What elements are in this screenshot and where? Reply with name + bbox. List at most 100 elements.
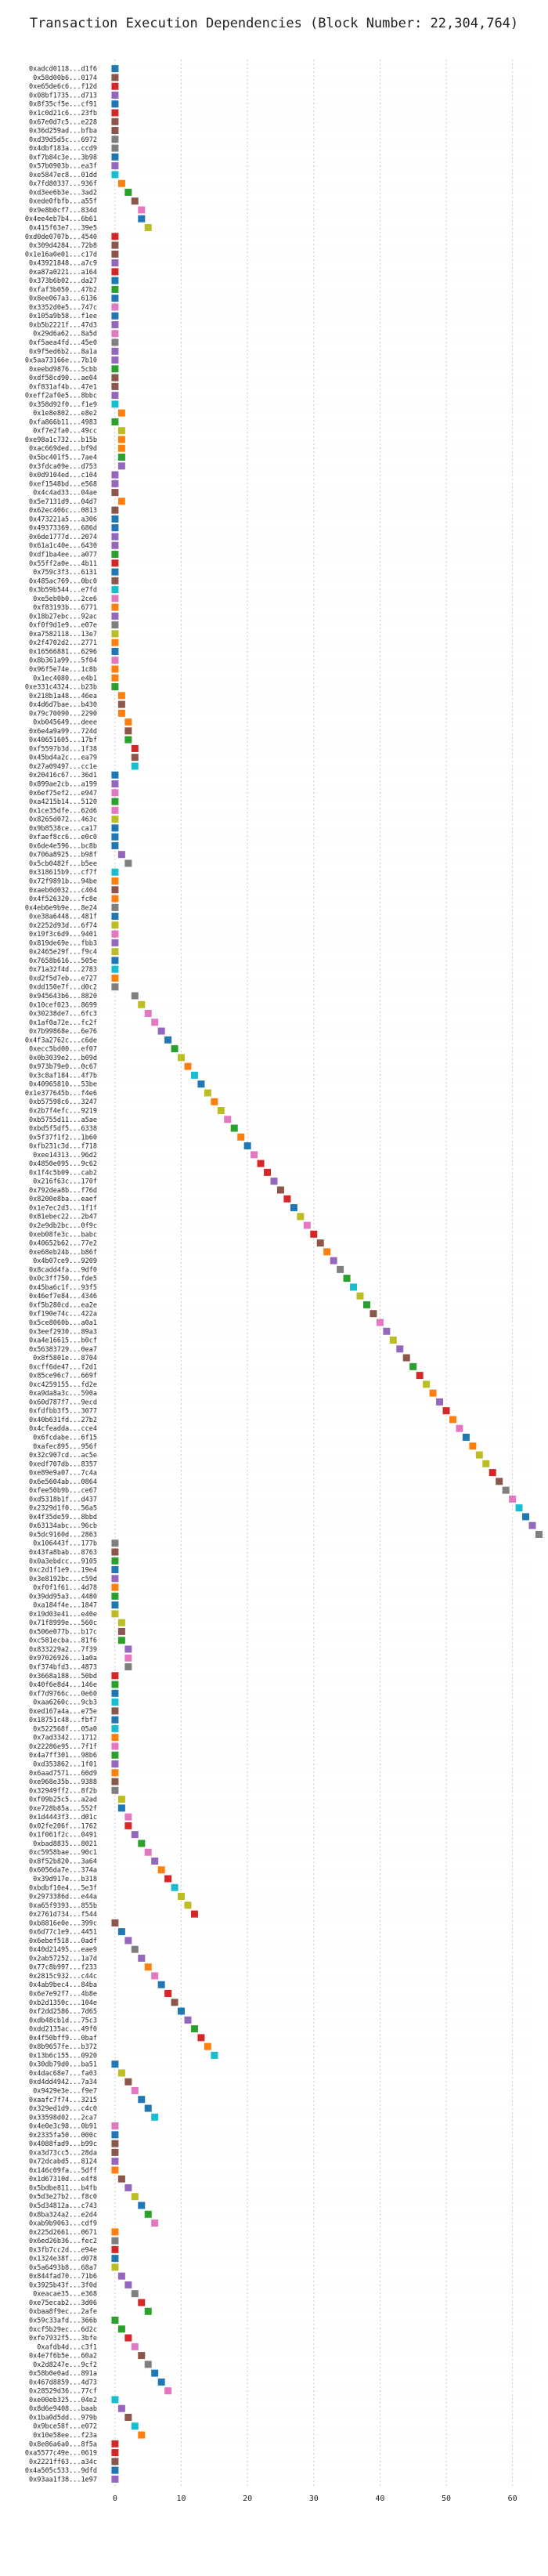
y-tick-label: 0x19f3c6d9...9401: [29, 931, 97, 939]
x-tick-label: 20: [243, 2495, 252, 2503]
data-point: [535, 1530, 543, 1538]
y-tick-label: 0x1e8e802...e8e2: [33, 410, 97, 418]
y-tick-label: 0x7fd80337...936f: [29, 180, 97, 188]
data-point: [131, 754, 139, 762]
y-tick-label: 0xf190e74c...422a: [29, 1311, 97, 1319]
y-tick-label: 0x2973386d...e44a: [29, 1894, 97, 1901]
y-tick-label: 0x2335fa50...000c: [29, 2132, 97, 2140]
data-point: [124, 2183, 132, 2191]
y-tick-label: 0x1ec4080...e4b1: [33, 675, 97, 682]
data-point: [111, 418, 119, 425]
data-point: [111, 2158, 119, 2165]
y-tick-label: 0x4e7f6b5e...60a2: [29, 2353, 97, 2361]
y-tick-label: 0x32949ff2...8f2b: [29, 1787, 97, 1795]
data-point: [144, 2307, 152, 2315]
data-point: [111, 506, 119, 514]
data-point: [237, 1133, 245, 1141]
data-point: [370, 1310, 377, 1318]
data-point: [337, 1265, 344, 1273]
data-point: [224, 1116, 232, 1123]
y-tick-label: 0x72f9891b...94be: [29, 877, 97, 885]
y-tick-label: 0xc581ecba...81f6: [29, 1637, 97, 1645]
y-tick-label: 0xeacae35...e368: [33, 2291, 97, 2299]
y-tick-label: 0x8b9657fe...b372: [29, 2043, 97, 2051]
y-tick-label: 0xf5597b3d...1f38: [29, 745, 97, 753]
y-tick-label: 0xac669ded...bf9d: [29, 445, 97, 453]
data-point: [138, 1000, 146, 1008]
y-tick-label: 0x2329d1f0...56a5: [29, 1505, 97, 1513]
data-point: [111, 2122, 119, 2130]
y-tick-label: 0x81ebec22...2b47: [29, 1214, 97, 1221]
x-tick-label: 10: [177, 2495, 186, 2503]
data-point: [343, 1275, 351, 1283]
data-point: [111, 1583, 119, 1591]
data-point: [117, 1928, 125, 1936]
y-tick-label: 0xd4dd4942...7a34: [29, 2079, 97, 2086]
y-tick-label: 0x225d2661...0671: [29, 2229, 97, 2237]
data-point: [178, 2007, 186, 2015]
data-point: [117, 497, 125, 505]
y-tick-label: 0xef1548bd...e568: [29, 480, 97, 488]
data-point: [111, 639, 119, 646]
data-point: [111, 1566, 119, 1574]
data-point: [157, 1866, 165, 1874]
y-tick-label: 0x59c33afd...366b: [29, 2317, 97, 2325]
data-point: [111, 241, 119, 249]
y-tick-label: 0x43921848...a7c9: [29, 260, 97, 268]
data-point: [243, 1142, 251, 1150]
y-tick-label: 0x8265d072...463c: [29, 816, 97, 824]
data-point: [157, 1027, 165, 1035]
y-tick-label: 0x4b07ce9...9209: [33, 1257, 97, 1265]
data-point: [111, 285, 119, 293]
data-point: [111, 233, 119, 241]
data-point: [111, 2263, 119, 2271]
data-point: [111, 2228, 119, 2236]
data-point: [482, 1460, 490, 1467]
y-tick-label: 0x373b6b02...da27: [29, 277, 97, 285]
y-tick-label: 0xcf5b29ec...6d2c: [29, 2326, 97, 2334]
data-point: [111, 1592, 119, 1600]
y-tick-label: 0x0c3ff750...fde5: [29, 1275, 97, 1283]
data-point: [111, 1760, 119, 1767]
y-tick-label: 0x45ba6c1f...93f5: [29, 1284, 97, 1292]
data-point: [111, 2449, 119, 2457]
y-tick-label: 0x2815c932...c44c: [29, 1973, 97, 1981]
data-point: [111, 974, 119, 982]
x-tick-label: 0: [113, 2495, 117, 2503]
data-point: [111, 2237, 119, 2245]
y-tick-label: 0x8200e8ba...eaef: [29, 1196, 97, 1203]
y-tick-label: 0xb5755d11...a5ae: [29, 1116, 97, 1124]
y-tick-label: 0x706a8925...b98f: [29, 852, 97, 859]
y-tick-label: 0x759c3f3...6131: [33, 569, 97, 577]
y-tick-label: 0x5bc401f5...7ae4: [29, 454, 97, 462]
data-point: [456, 1424, 463, 1432]
data-point: [502, 1486, 510, 1494]
data-point: [151, 2113, 159, 2121]
y-tick-label: 0x8cadd4fa...9df0: [29, 1266, 97, 1274]
data-point: [111, 1742, 119, 1750]
data-point: [111, 1716, 119, 1724]
data-point: [211, 1098, 218, 1105]
data-point: [151, 1857, 159, 1865]
data-point: [204, 1089, 211, 1097]
y-tick-label: 0x899ae2cb...a199: [29, 781, 97, 789]
data-point: [144, 2210, 152, 2218]
data-point: [111, 268, 119, 276]
data-point: [178, 1054, 186, 1062]
y-tick-label: 0x3b59b544...e7fd: [29, 587, 97, 595]
y-tick-label: 0x1af0a72e...fc2f: [29, 1019, 97, 1027]
data-point: [111, 586, 119, 594]
y-tick-label: 0xe75ecab2...3d06: [29, 2299, 97, 2307]
y-tick-label: 0x8ee067a3...6136: [29, 295, 97, 303]
y-tick-label: 0x4dbf183a...ccd9: [29, 145, 97, 153]
data-point: [111, 541, 119, 549]
data-point: [117, 2069, 125, 2077]
y-tick-label: 0x106443f...177b: [33, 1540, 97, 1548]
y-tick-label: 0xc2d1f1e9...19e4: [29, 1567, 97, 1575]
data-point: [111, 1575, 119, 1583]
y-tick-label: 0xaafc7f74...3215: [29, 2097, 97, 2104]
data-point: [111, 868, 119, 876]
data-point: [230, 1124, 238, 1132]
data-point: [164, 1036, 172, 1044]
